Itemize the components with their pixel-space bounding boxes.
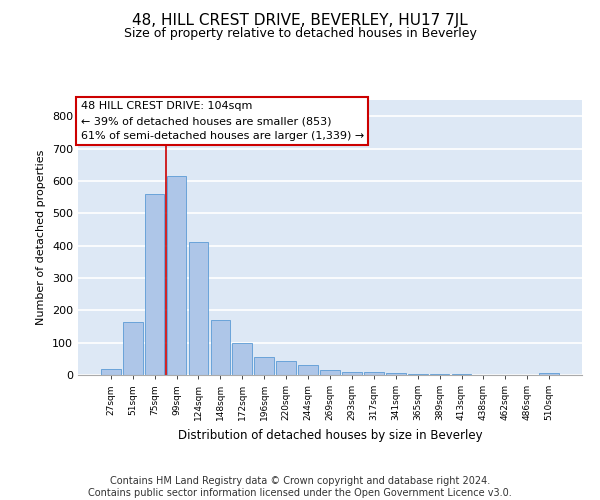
Bar [211, 320, 230, 375]
Bar [232, 342, 252, 375]
Bar [408, 374, 428, 375]
Bar [101, 368, 121, 375]
Bar [430, 374, 449, 375]
Text: 48 HILL CREST DRIVE: 104sqm
← 39% of detached houses are smaller (853)
61% of se: 48 HILL CREST DRIVE: 104sqm ← 39% of det… [80, 102, 364, 141]
Bar [145, 194, 164, 375]
Bar [123, 322, 143, 375]
Bar [320, 370, 340, 375]
Bar [452, 374, 472, 375]
Bar [167, 176, 187, 375]
X-axis label: Distribution of detached houses by size in Beverley: Distribution of detached houses by size … [178, 428, 482, 442]
Bar [386, 374, 406, 375]
Text: Size of property relative to detached houses in Beverley: Size of property relative to detached ho… [124, 28, 476, 40]
Bar [188, 242, 208, 375]
Y-axis label: Number of detached properties: Number of detached properties [37, 150, 46, 325]
Bar [539, 374, 559, 375]
Bar [254, 357, 274, 375]
Text: 48, HILL CREST DRIVE, BEVERLEY, HU17 7JL: 48, HILL CREST DRIVE, BEVERLEY, HU17 7JL [132, 12, 468, 28]
Bar [364, 372, 384, 375]
Bar [276, 361, 296, 375]
Bar [342, 372, 362, 375]
Text: Contains HM Land Registry data © Crown copyright and database right 2024.
Contai: Contains HM Land Registry data © Crown c… [88, 476, 512, 498]
Bar [298, 364, 318, 375]
